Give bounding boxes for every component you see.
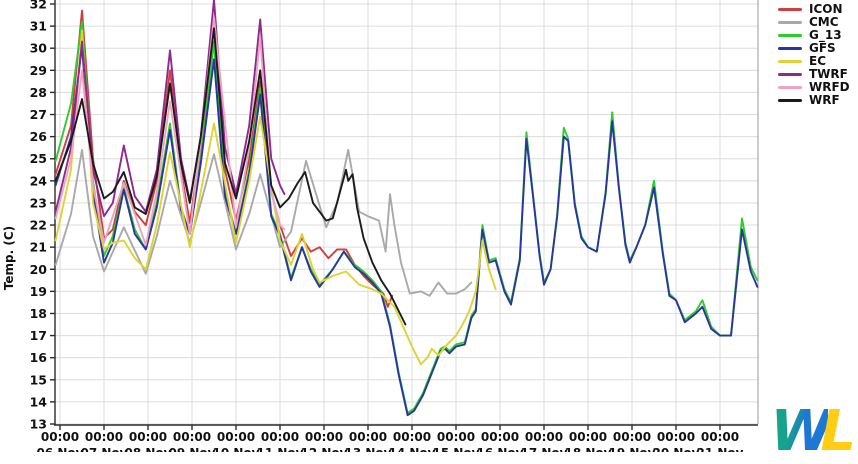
legend-swatch-icon [778,73,802,76]
x-tick-time: 00:00 [701,430,739,444]
y-tick-label: 24 [30,173,48,188]
x-tick-date: 13 Nov [345,446,392,452]
legend-swatch-icon [778,34,802,37]
y-tick-label: 26 [30,129,48,144]
y-tick-label: 25 [30,151,47,166]
legend-label: TWRF [809,67,848,81]
legend-item-gfs: GFS [778,42,858,55]
logo-letter-w: W [770,399,833,464]
x-tick-time: 00:00 [217,430,255,444]
x-tick-time: 00:00 [129,430,167,444]
x-tick-time: 00:00 [437,430,475,444]
legend: ICON CMC G_13 GFS EC TWRF WRFD WRF [778,3,858,107]
x-tick-time: 00:00 [261,430,299,444]
legend-swatch-icon [778,99,802,102]
series-line-twrf [54,0,286,218]
x-tick-date: 10 Nov [213,446,260,452]
x-tick-date: 07 Nov [81,446,128,452]
legend-label: ICON [809,2,843,16]
legend-swatch-icon [778,21,802,24]
x-tick-date: 19 Nov [609,446,656,452]
legend-swatch-icon [778,47,802,50]
x-tick-date: 06 Nov [37,446,84,452]
legend-item-cmc: CMC [778,16,858,29]
y-tick-label: 22 [30,218,47,233]
x-tick-date: 09 Nov [169,446,216,452]
x-tick-time: 00:00 [349,430,387,444]
x-tick-date: 15 Nov [433,446,480,452]
legend-item-twrf: TWRF [778,68,858,81]
y-tick-label: 27 [30,107,47,122]
x-tick-date: 08 Nov [125,446,172,452]
legend-item-icon: ICON [778,3,858,16]
temperature-chart-canvas: 13 14 15 16 17 18 19 20 21 22 23 24 25 26 27 28 29 30 31 32… [2,0,759,460]
legend-swatch-icon [778,60,802,63]
legend-item-wrfd: WRFD [778,81,858,94]
y-tick-label: 28 [30,85,47,100]
x-tick-time: 00:00 [305,430,343,444]
legend-swatch-icon [778,8,802,11]
y-tick-label: 20 [30,262,48,277]
x-tick-time: 00:00 [569,430,607,444]
x-tick-time: 00:00 [85,430,123,444]
x-tick-date: 16 Nov [477,446,524,452]
x-tick-date: 21 Nov [697,446,744,452]
x-tick-date: 20 Nov [653,446,700,452]
brand-logo: WL [771,404,856,460]
series-line-wrf [54,27,407,326]
logo-letter-l: L [820,399,856,464]
legend-item-wrf: WRF [778,94,858,107]
y-tick-label: 18 [30,306,47,321]
x-tick-date: 18 Nov [565,446,612,452]
legend-label: CMC [809,15,839,29]
y-tick-label: 31 [30,19,47,34]
y-tick-label: 16 [30,350,48,365]
x-tick-date: 12 Nov [301,446,348,452]
legend-swatch-icon [778,86,802,89]
x-tick-time: 00:00 [481,430,519,444]
series-line-wrfd [54,16,286,246]
legend-label: WRF [809,93,840,107]
y-tick-label: 15 [30,372,47,387]
x-tick-date: 14 Nov [389,446,436,452]
x-tick-time: 00:00 [525,430,563,444]
y-tick-label: 21 [30,240,47,255]
legend-item-ec: EC [778,55,858,68]
legend-label: GFS [809,41,836,55]
legend-item-g_13: G_13 [778,29,858,42]
y-tick-label: 30 [30,41,48,56]
y-tick-label: 19 [30,284,47,299]
legend-label: WRFD [809,80,850,94]
y-tick-label: 14 [30,394,48,409]
x-tick-time: 00:00 [173,430,211,444]
x-tick-date: 17 Nov [521,446,568,452]
legend-label: EC [809,54,827,68]
x-tick-time: 00:00 [41,430,79,444]
x-tick-time: 00:00 [657,430,695,444]
y-tick-label: 13 [30,417,47,432]
y-tick-label: 32 [30,0,47,12]
x-tick-time: 00:00 [613,430,651,444]
x-tick-time: 00:00 [393,430,431,444]
series-line-ec [54,29,497,366]
series-line-gfs [54,45,759,417]
y-axis-label: Temp. (C) [2,226,16,290]
legend-label: G_13 [809,28,842,42]
y-tick-label: 23 [30,195,47,210]
y-tick-label: 17 [30,328,47,343]
y-tick-label: 29 [30,63,47,78]
x-tick-date: 11 Nov [257,446,304,452]
